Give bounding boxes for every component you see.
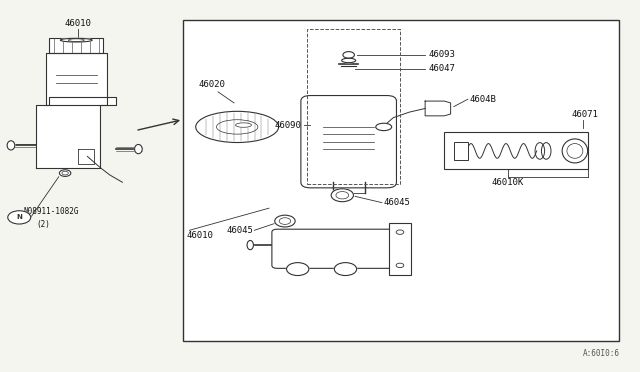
Ellipse shape xyxy=(336,192,349,199)
Text: N: N xyxy=(16,214,22,220)
Ellipse shape xyxy=(342,58,356,62)
Text: 46010K: 46010K xyxy=(492,178,524,187)
FancyBboxPatch shape xyxy=(301,96,396,188)
Text: 46093: 46093 xyxy=(428,51,455,60)
Text: (2): (2) xyxy=(36,220,51,229)
FancyBboxPatch shape xyxy=(8,9,626,367)
Ellipse shape xyxy=(247,240,253,250)
Text: N08911-1082G: N08911-1082G xyxy=(24,207,79,217)
Ellipse shape xyxy=(7,141,15,150)
Ellipse shape xyxy=(60,38,92,42)
Text: A:60I0:6: A:60I0:6 xyxy=(582,350,620,359)
Ellipse shape xyxy=(535,142,545,159)
Ellipse shape xyxy=(567,144,583,158)
Ellipse shape xyxy=(236,123,252,127)
FancyBboxPatch shape xyxy=(272,229,394,268)
Ellipse shape xyxy=(562,139,588,163)
Text: 46045: 46045 xyxy=(384,198,411,207)
Ellipse shape xyxy=(331,189,353,202)
Text: 46045: 46045 xyxy=(226,226,253,235)
Ellipse shape xyxy=(334,263,356,276)
Polygon shape xyxy=(425,101,451,116)
Ellipse shape xyxy=(396,263,404,267)
Ellipse shape xyxy=(60,170,71,176)
Ellipse shape xyxy=(343,52,355,58)
Ellipse shape xyxy=(396,230,404,234)
Ellipse shape xyxy=(196,111,278,142)
Polygon shape xyxy=(49,38,103,53)
Ellipse shape xyxy=(62,171,68,175)
Ellipse shape xyxy=(287,263,309,276)
Ellipse shape xyxy=(376,123,392,131)
Text: 46010: 46010 xyxy=(65,19,92,28)
Polygon shape xyxy=(78,149,94,164)
Ellipse shape xyxy=(541,142,551,159)
Bar xyxy=(388,223,411,275)
Text: 4604B: 4604B xyxy=(470,95,497,104)
Bar xyxy=(444,132,588,169)
Text: 46071: 46071 xyxy=(572,109,598,119)
Ellipse shape xyxy=(279,218,291,224)
Circle shape xyxy=(8,211,31,224)
Text: 46090: 46090 xyxy=(274,121,301,129)
Polygon shape xyxy=(46,53,106,105)
Bar xyxy=(454,142,468,160)
Text: 46047: 46047 xyxy=(428,64,455,73)
Text: 46020: 46020 xyxy=(198,80,225,89)
Polygon shape xyxy=(36,97,116,167)
Bar xyxy=(307,29,399,184)
Ellipse shape xyxy=(134,144,142,154)
Bar xyxy=(183,20,620,341)
Text: 46010: 46010 xyxy=(186,231,213,240)
Ellipse shape xyxy=(275,215,295,227)
